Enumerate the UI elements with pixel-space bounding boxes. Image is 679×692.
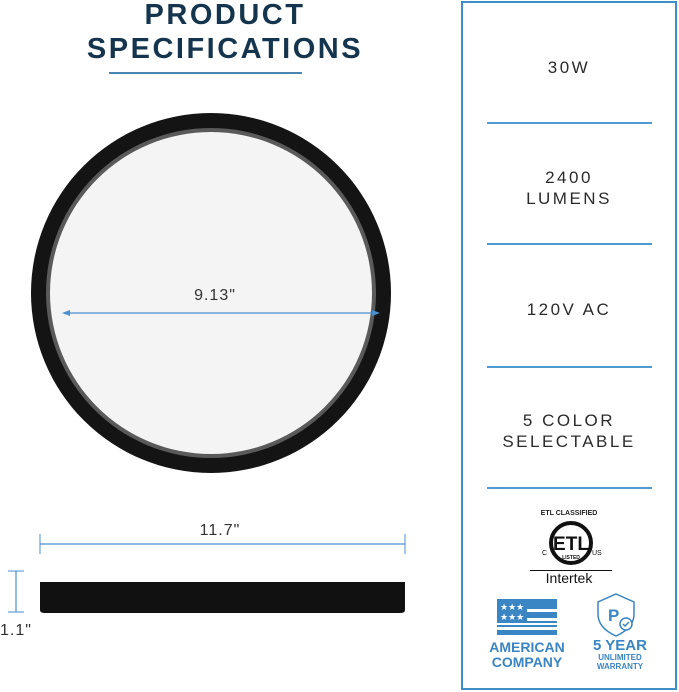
svg-text:P: P bbox=[608, 606, 619, 625]
etl-heading: ETL CLASSIFIED bbox=[540, 510, 598, 517]
shield-check-icon: P bbox=[597, 593, 635, 637]
specs-panel bbox=[461, 1, 677, 690]
us-flag-icon: ★★★ ★★★ bbox=[497, 599, 557, 635]
svg-text:US: US bbox=[592, 550, 602, 557]
spec-color-line1: 5 COLOR bbox=[522, 411, 616, 430]
round-light-fixture bbox=[31, 113, 391, 473]
outer-diameter-label: 11.7" bbox=[199, 522, 241, 539]
spec-color-line2: SELECTABLE bbox=[502, 432, 636, 451]
spec-lumens-unit: LUMENS bbox=[526, 189, 612, 208]
etl-logo: ETL C US LISTED bbox=[542, 521, 602, 565]
etl-listed-label: LISTED bbox=[562, 555, 580, 561]
svg-text:ETL: ETL bbox=[553, 534, 589, 555]
american-line2: COMPANY bbox=[491, 654, 563, 670]
svg-text:★★★: ★★★ bbox=[500, 612, 524, 622]
spec-wattage: 30W bbox=[547, 58, 591, 77]
warranty-line3: WARRANTY bbox=[596, 662, 644, 671]
spec-lumens-value: 2400 bbox=[545, 168, 593, 187]
title-underline bbox=[109, 72, 302, 74]
divider bbox=[487, 122, 652, 124]
side-view bbox=[8, 534, 406, 613]
intertek-label: Intertek bbox=[545, 570, 593, 586]
warranty-line1: 5 YEAR bbox=[593, 637, 647, 654]
divider bbox=[487, 243, 652, 245]
warranty-line2: UNLIMITED bbox=[598, 653, 642, 662]
inner-diameter-label: 9.13" bbox=[194, 287, 236, 304]
title-line-2: SPECIFICATIONS bbox=[86, 33, 364, 65]
divider bbox=[487, 366, 652, 368]
spec-voltage: 120V AC bbox=[526, 300, 612, 319]
etl-rule bbox=[530, 570, 612, 571]
american-line1: AMERICAN bbox=[489, 639, 565, 655]
svg-text:C: C bbox=[542, 550, 547, 557]
svg-text:★★★: ★★★ bbox=[500, 602, 524, 612]
height-label: 1.1" bbox=[0, 622, 32, 639]
title-line-1: PRODUCT bbox=[144, 0, 306, 31]
divider bbox=[487, 487, 652, 489]
